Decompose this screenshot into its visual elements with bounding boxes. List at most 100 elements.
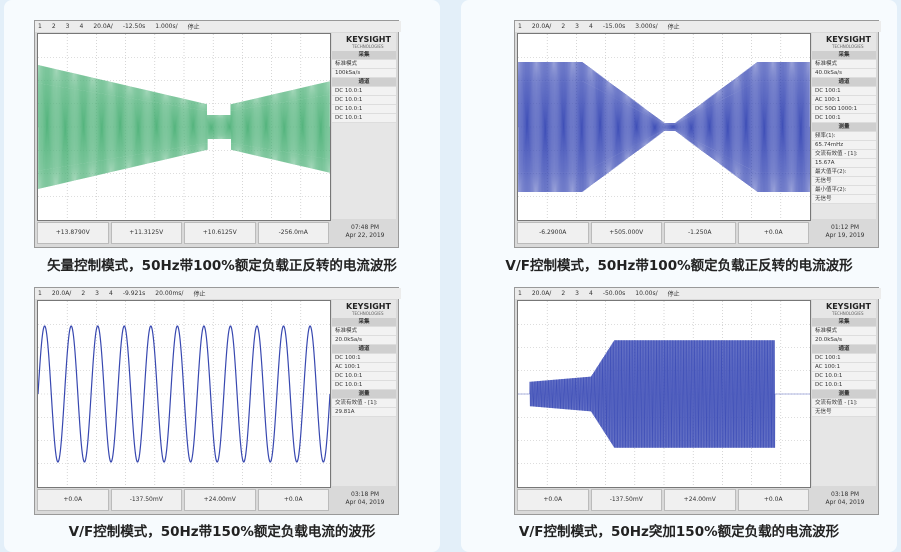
side-row: DC 50Ω 1000:1 — [812, 105, 876, 114]
side-row: 标准模式 — [332, 60, 396, 69]
top-bar-item: 2 — [81, 290, 86, 297]
scope-top-bar: 1 20.0A/2 3 4 -50.00s 10.00s/停止 — [515, 288, 881, 299]
brand-subtitle: TECHNOLOGIES — [832, 44, 864, 49]
side-row: AC 100:1 — [812, 363, 876, 372]
side-row: 采集 — [812, 51, 876, 60]
waveform-display — [518, 301, 810, 487]
top-bar-item: 1.000s/ — [155, 23, 178, 30]
brand-subtitle: TECHNOLOGIES — [832, 311, 864, 316]
side-row: DC 10.0:1 — [332, 372, 396, 381]
channel-readout: -6.2900A — [517, 222, 589, 244]
waveform — [518, 340, 810, 449]
time: 01:12 PM — [831, 224, 859, 231]
clock: 03:18 PM Apr 04, 2019 — [335, 491, 395, 507]
time: 03:18 PM — [351, 491, 379, 498]
side-row: DC 100:1 — [812, 354, 876, 363]
top-bar-item: 停止 — [667, 24, 680, 31]
brand-subtitle: TECHNOLOGIES — [352, 311, 384, 316]
side-row: 29.81A — [332, 408, 396, 417]
top-bar-item: 2 — [561, 23, 566, 30]
channel-readout: +24.00mV — [664, 489, 736, 511]
side-row: 交流有效值 - [1]: — [812, 150, 876, 159]
date: Apr 04, 2019 — [345, 499, 385, 506]
side-panel: KEYSIGHT TECHNOLOGIES 采集 标准模式 20.0kSa/s 通道 DC … — [812, 300, 876, 486]
side-row: 测量 — [812, 123, 876, 132]
bottom-bar: +0.0A -137.50mV +24.00mV +0.0A — [517, 489, 809, 511]
waveform — [37, 325, 331, 463]
waveform-display — [37, 34, 331, 220]
top-bar-item: 10.00s/ — [635, 290, 658, 297]
top-bar-item: -15.00s — [602, 23, 626, 30]
side-row: 测量 — [332, 390, 396, 399]
top-bar-item: -9.921s — [122, 290, 146, 297]
top-bar-item: 1 — [38, 290, 42, 297]
side-row: 无信号 — [812, 195, 876, 204]
side-row: DC 100:1 — [332, 354, 396, 363]
side-row: DC 10.0:1 — [812, 381, 876, 390]
time: 07:48 PM — [351, 224, 379, 231]
side-row: 通道 — [332, 345, 396, 354]
channel-readout: +24.00mV — [184, 489, 256, 511]
scope-grid — [37, 300, 331, 488]
scope-screen: 1 20.0A/2 3 4 -9.921s 20.00ms/停止 KEYSIGHT TECHN… — [34, 287, 401, 515]
scope-screen: 1 2 3 4 20.0A/ -12.50s 1.000s/停止 KEYSIGHT TECHNO… — [34, 20, 401, 248]
top-bar-item: -12.50s — [122, 23, 146, 30]
top-bar-item: 停止 — [667, 291, 680, 298]
side-row: 65.74mHz — [812, 141, 876, 150]
bottom-bar: +13.8790V +11.3125V +10.6125V -256.0mA — [37, 222, 329, 244]
clock: 01:12 PM Apr 19, 2019 — [815, 224, 875, 240]
side-row: AC 100:1 — [332, 363, 396, 372]
side-row: 采集 — [332, 51, 396, 60]
top-bar-item: 20.0A/ — [531, 290, 552, 297]
top-bar-item: 3.000s/ — [635, 23, 658, 30]
side-row: 测量 — [812, 390, 876, 399]
channel-readout: +13.8790V — [37, 222, 109, 244]
side-row: 100kSa/s — [332, 69, 396, 78]
scope-grid — [517, 33, 811, 221]
side-row: 频率(1): — [812, 132, 876, 141]
time: 03:18 PM — [831, 491, 859, 498]
top-bar-item: 4 — [588, 290, 593, 297]
waveform-display — [37, 301, 331, 487]
side-row: DC 10.0:1 — [812, 372, 876, 381]
side-row: 通道 — [812, 78, 876, 87]
side-row: 无信号 — [812, 177, 876, 186]
side-row: 采集 — [812, 318, 876, 327]
side-row: 40.0kSa/s — [812, 69, 876, 78]
top-bar-item: 2 — [561, 290, 566, 297]
caption: V/F控制模式，50Hz突加150%额定负载的电流波形 — [518, 524, 840, 540]
side-row: DC 10.0:1 — [332, 105, 396, 114]
side-row: DC 100:1 — [812, 114, 876, 123]
top-bar-item: 20.0A/ — [531, 23, 552, 30]
side-panel: KEYSIGHT TECHNOLOGIES 采集 标准模式 40.0kSa/s 通道 DC … — [812, 33, 876, 219]
top-bar-item: 停止 — [187, 24, 200, 31]
scope-screen: 1 20.0A/2 3 4 -50.00s 10.00s/停止 KEYSIGHT TECHNO… — [514, 287, 881, 515]
side-row: 15.67A — [812, 159, 876, 168]
scope-top-bar: 1 20.0A/2 3 4 -9.921s 20.00ms/停止 — [35, 288, 401, 299]
scope-top-bar: 1 20.0A/2 3 4 -15.00s 3.000s/停止 — [515, 21, 881, 32]
date: Apr 22, 2019 — [345, 232, 385, 239]
scope-grid — [517, 300, 811, 488]
side-row: 最小值平(2): — [812, 186, 876, 195]
top-bar-item: 20.0A/ — [51, 290, 72, 297]
top-bar-item: 4 — [108, 290, 113, 297]
side-row: 标准模式 — [332, 327, 396, 336]
clock: 07:48 PM Apr 22, 2019 — [335, 224, 395, 240]
top-bar-item: 3 — [65, 23, 70, 30]
channel-readout: -137.50mV — [110, 489, 182, 511]
brand-logo: KEYSIGHT — [346, 35, 391, 44]
channel-readout: +0.0A — [257, 489, 329, 511]
side-panel: KEYSIGHT TECHNOLOGIES 采集 标准模式 20.0kSa/s 通道 DC … — [332, 300, 396, 486]
side-row: 通道 — [812, 345, 876, 354]
top-bar-item: -50.00s — [602, 290, 626, 297]
side-row: 通道 — [332, 78, 396, 87]
side-row: DC 100:1 — [812, 87, 876, 96]
date: Apr 04, 2019 — [825, 499, 865, 506]
channel-readout: +11.3125V — [110, 222, 182, 244]
channel-readout: +0.0A — [737, 222, 809, 244]
waveform-display — [517, 34, 811, 220]
scope-top-bar: 1 2 3 4 20.0A/ -12.50s 1.000s/停止 — [35, 21, 401, 32]
side-row: 最大值平(2): — [812, 168, 876, 177]
side-row: DC 10.0:1 — [332, 114, 396, 123]
